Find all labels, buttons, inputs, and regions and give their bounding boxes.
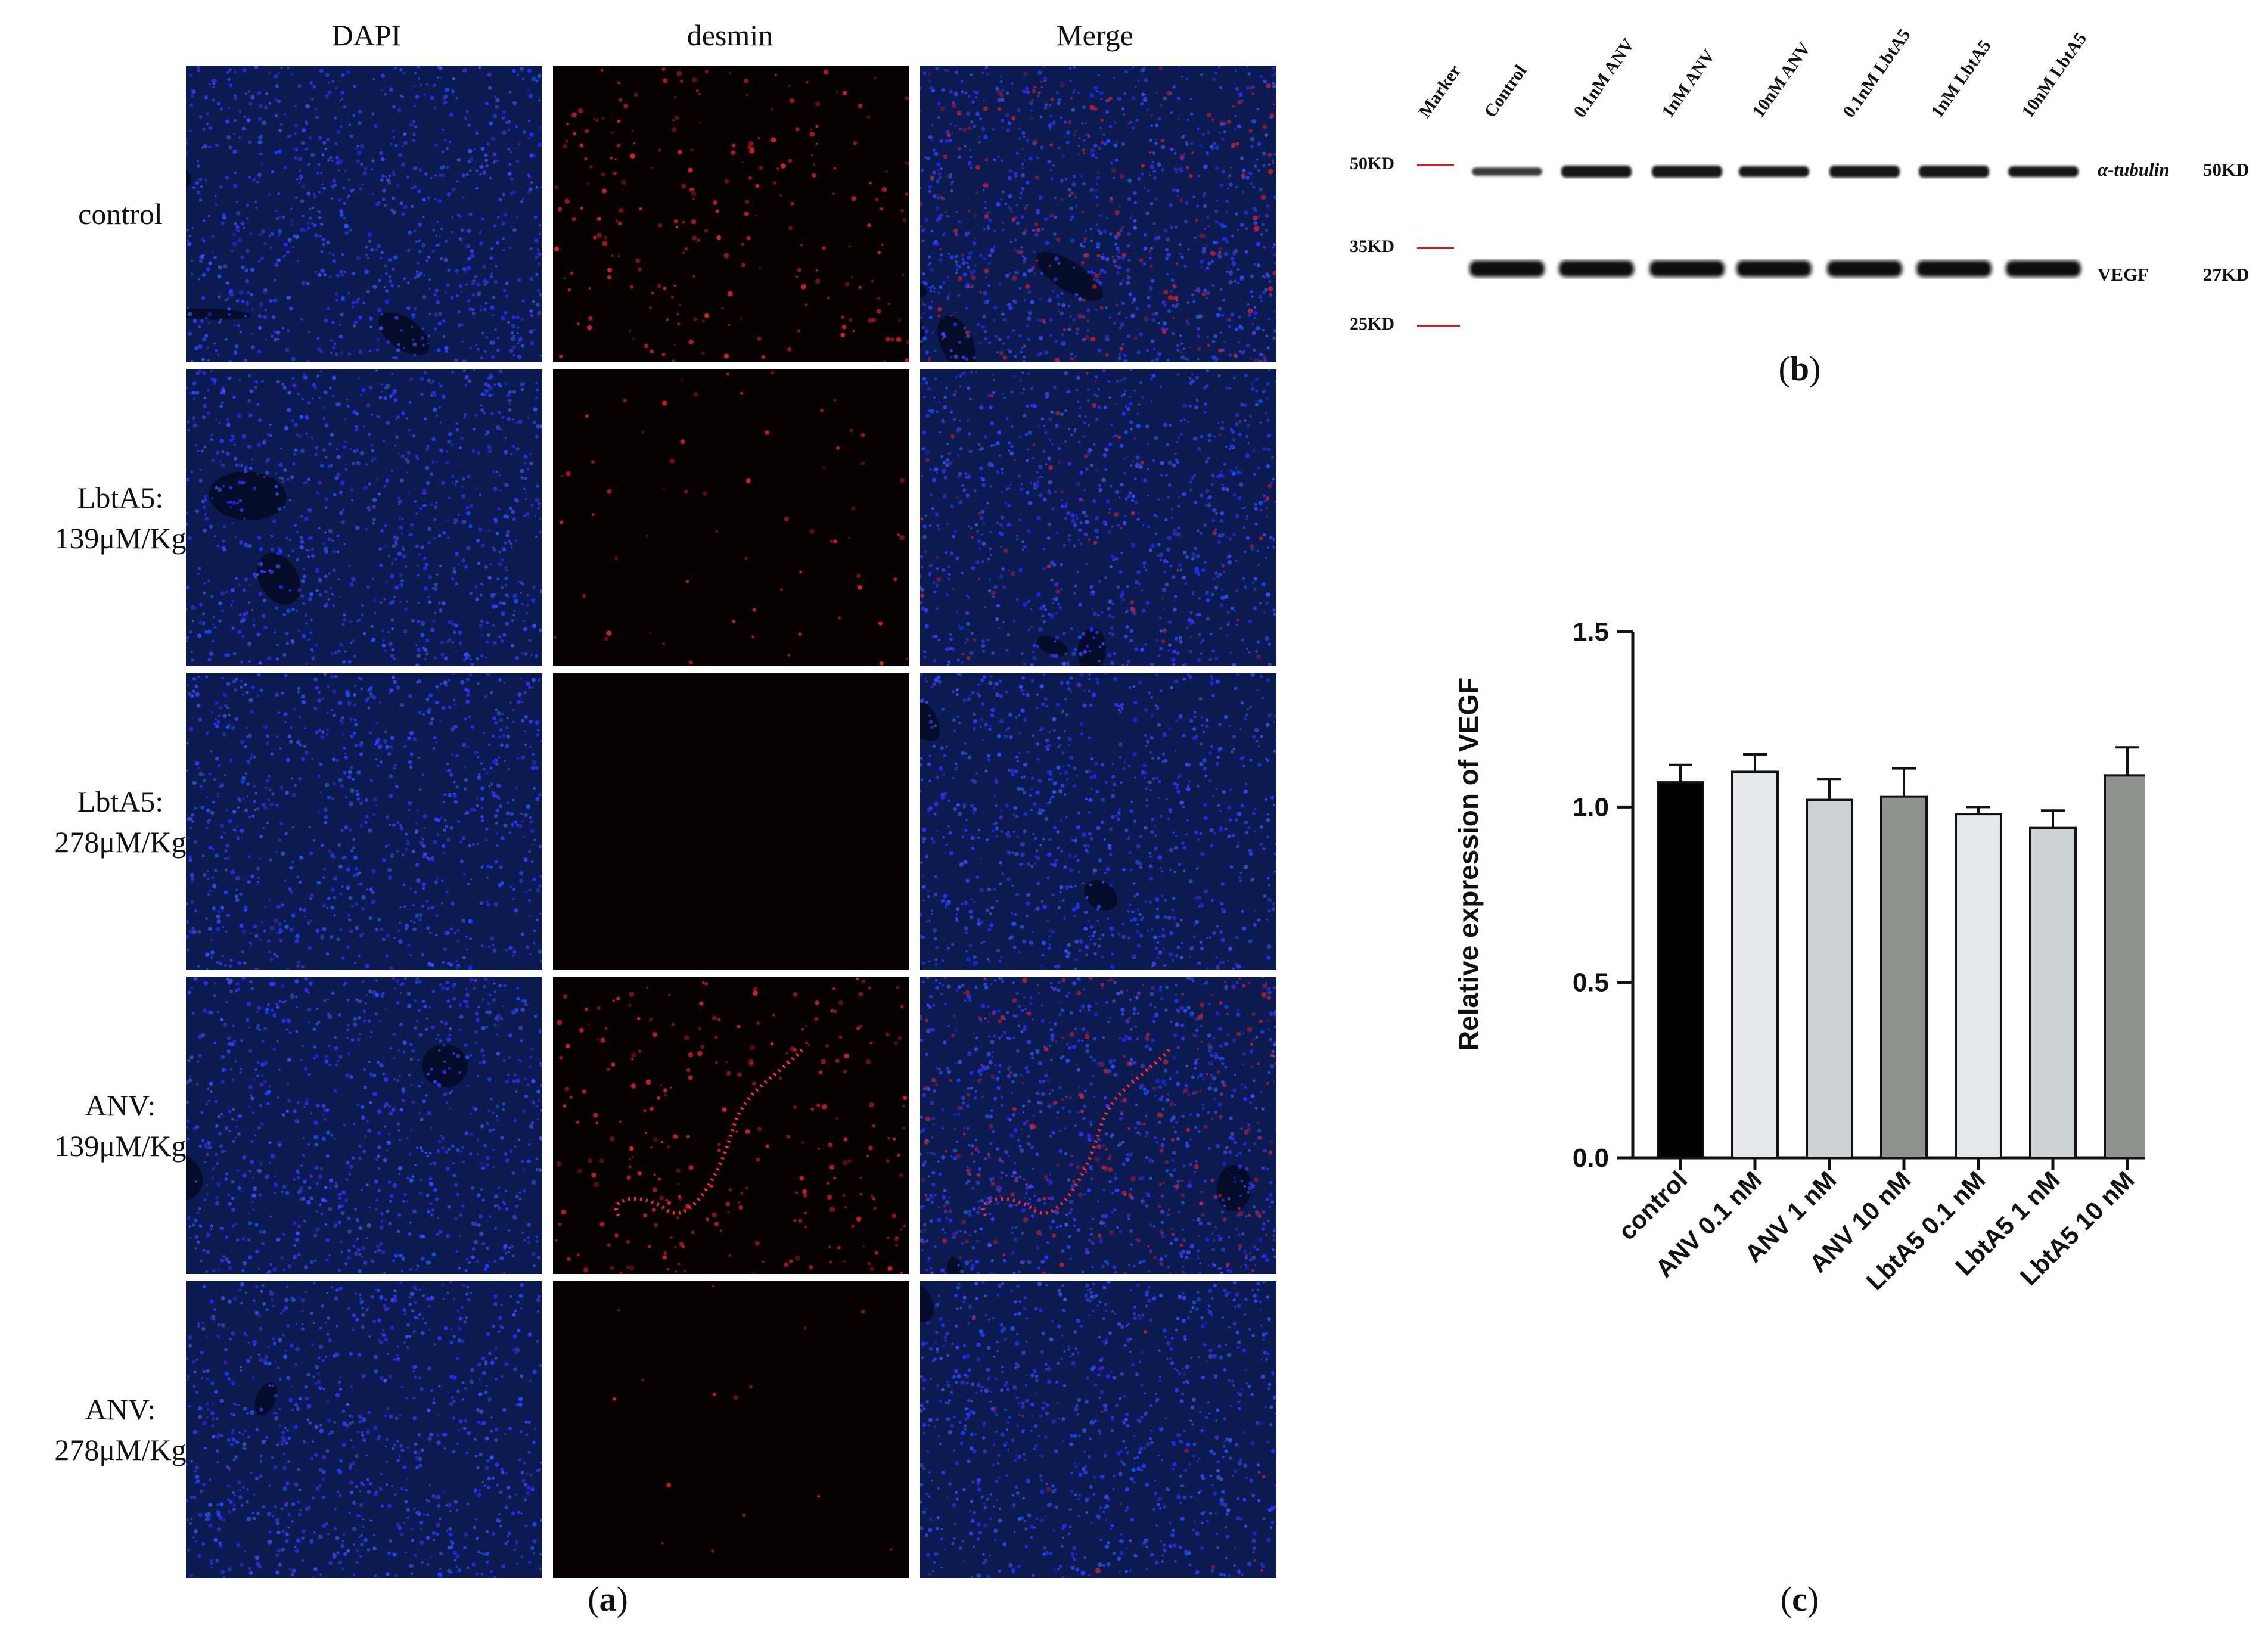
micrograph-dapi-row1	[186, 66, 542, 362]
wb-lane-label-6: 0.1nM LbtA5	[1839, 25, 1915, 122]
row-label-line: LbtA5:	[77, 481, 164, 514]
wb-tubulin-band	[1472, 167, 1542, 176]
micrograph-dapi-row2	[186, 369, 542, 666]
wb-tubulin-band	[1561, 166, 1632, 178]
chart-bar	[2029, 826, 2077, 1159]
row-label-line: ANV:	[85, 1089, 156, 1122]
column-header-merge: Merge	[1056, 18, 1133, 52]
micrograph-merge-row1	[920, 66, 1276, 362]
micrograph-merge-row2	[920, 369, 1276, 666]
caption-a: (a)	[588, 1580, 628, 1618]
wb-vegf-band	[1559, 260, 1634, 277]
wb-band-vegf-size: 27KD	[2203, 264, 2250, 285]
chart-bar	[1880, 795, 1928, 1159]
chart-y-axis-label: Relative expression of VEGF	[1453, 678, 1484, 1051]
micrograph-dapi-row3	[186, 673, 542, 970]
wb-marker-line	[1417, 164, 1460, 166]
micrograph-desmin-row1	[553, 66, 909, 362]
wb-marker-25kd: 25KD	[1350, 314, 1394, 334]
chart-bar	[1955, 813, 2002, 1159]
wb-vegf-band	[1649, 260, 1725, 277]
wb-tubulin-band	[1652, 166, 1722, 178]
column-header-dapi: DAPI	[331, 18, 402, 52]
wb-marker-35kd: 35KD	[1350, 237, 1394, 256]
wb-blot-image	[1454, 143, 2086, 298]
wb-vegf-band	[2006, 260, 2081, 277]
row-label-line: control	[78, 197, 163, 231]
wb-lane-label-8: 10nM LbtA5	[2018, 29, 2091, 122]
wb-marker-line	[1417, 325, 1460, 327]
micrograph-desmin-row4	[553, 977, 909, 1274]
wb-lane-label-3: 0.1nM ANV	[1570, 35, 1639, 122]
vegf-bar-chart: Relative expression of VEGF 0.0 0.5 1.0 1.5…	[1453, 617, 2145, 1295]
wb-lane-label-4: 1nM ANV	[1658, 46, 1719, 122]
chart-bar	[1731, 770, 1779, 1159]
chart-bar	[2104, 774, 2145, 1159]
wb-band-tubulin-label: α-tubulin	[2098, 159, 2170, 180]
chart-y-tick-label: 1.5	[1573, 617, 1609, 647]
wb-tubulin-band	[1829, 166, 1900, 178]
column-header-desmin: desmin	[686, 18, 773, 52]
chart-y-tick-label: 1.0	[1573, 793, 1609, 822]
row-label-line: ANV:	[85, 1393, 156, 1426]
micrograph-dapi-row4	[186, 977, 542, 1274]
caption-b: (b)	[1778, 349, 1821, 388]
row-label-line: 139μM/Kg	[54, 1129, 187, 1163]
wb-band-vegf-label: VEGF	[2098, 264, 2149, 285]
micrograph-desmin-row5	[553, 1281, 909, 1578]
row-label-2: LbtA5: 139μM/Kg	[43, 477, 198, 558]
micrograph-merge-row5	[920, 1281, 1276, 1578]
wb-vegf-band	[1916, 260, 1992, 277]
row-label-4: ANV: 139μM/Kg	[43, 1085, 198, 1166]
micrograph-dapi-row5	[186, 1281, 542, 1578]
chart-y-tick-label: 0.5	[1573, 968, 1609, 998]
wb-marker-50kd: 50KD	[1350, 154, 1394, 173]
wb-tubulin-band	[1739, 166, 1809, 177]
row-label-3: LbtA5: 278μM/Kg	[43, 781, 198, 862]
caption-c: (c)	[1780, 1580, 1819, 1618]
micrograph-merge-row4	[920, 977, 1276, 1274]
wb-tubulin-band	[1919, 166, 1989, 178]
row-label-line: 278μM/Kg	[54, 825, 187, 859]
wb-tubulin-bands	[1472, 166, 2079, 178]
wb-vegf-band	[1736, 260, 1812, 277]
wb-marker-line	[1417, 247, 1460, 249]
wb-vegf-bands	[1469, 260, 2081, 277]
wb-lane-label-1: Marker	[1415, 61, 1465, 122]
micrograph-desmin-row2	[553, 369, 909, 666]
row-label-line: LbtA5:	[77, 785, 164, 818]
wb-lane-label-7: 1nM LbtA5	[1927, 36, 1995, 122]
row-label-line: 278μM/Kg	[54, 1433, 187, 1466]
chart-y-tick-label: 0.0	[1573, 1143, 1609, 1173]
wb-lane-label-5: 10nM ANV	[1748, 39, 1815, 122]
row-label-1: control	[43, 194, 198, 234]
chart-bar	[1657, 781, 1704, 1160]
row-label-line: 139μM/Kg	[54, 521, 187, 555]
micrograph-desmin-row3	[553, 673, 909, 970]
row-label-5: ANV: 278μM/Kg	[43, 1389, 198, 1470]
wb-band-tubulin-size: 50KD	[2203, 159, 2250, 180]
wb-lane-label-2: Control	[1480, 61, 1531, 122]
wb-tubulin-band	[2008, 166, 2079, 177]
wb-vegf-band	[1469, 260, 1545, 277]
wb-vegf-band	[1827, 260, 1902, 277]
micrograph-merge-row3	[920, 673, 1276, 970]
chart-bar	[1806, 798, 1853, 1159]
